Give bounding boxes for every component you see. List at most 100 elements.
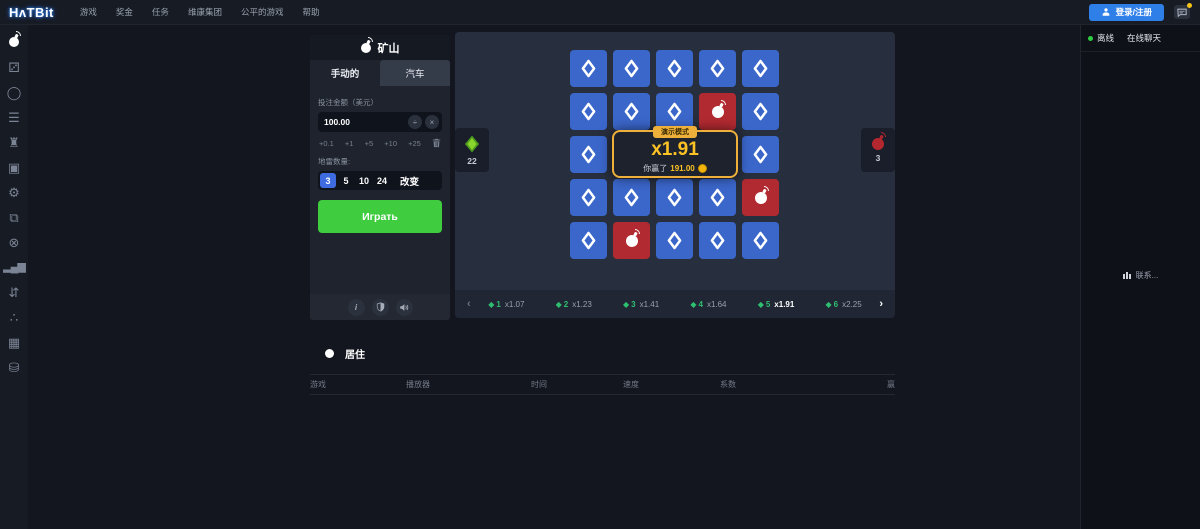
nav-item-任务[interactable]: 任务	[151, 7, 169, 17]
bets-title: 居住	[345, 349, 365, 361]
chat-tab-online[interactable]: 在线聊天	[1127, 33, 1162, 43]
quick-bet-+25[interactable]: +25	[408, 138, 421, 148]
sidebar-item-mines[interactable]	[3, 31, 25, 50]
nav-item-奖金[interactable]: 奖金	[115, 7, 133, 17]
quick-bet-row: +0.1 +1 +5 +10 +25	[318, 138, 442, 148]
fairness-shield-icon[interactable]	[371, 298, 389, 316]
bombs-left-count: 3	[875, 152, 881, 163]
step-number: 1	[496, 299, 501, 309]
tile-r1c1[interactable]	[570, 50, 607, 87]
bet-amount-label: 投注金额（美元）	[318, 98, 378, 107]
login-register-button[interactable]: 登录/注册	[1088, 3, 1164, 21]
tile-r2c4[interactable]	[699, 93, 736, 130]
mines-option-5[interactable]: 5	[338, 173, 354, 188]
tab-auto[interactable]: 汽车	[380, 60, 450, 86]
chat-header: 离线 在线聊天	[1081, 25, 1200, 52]
tile-r1c2[interactable]	[613, 50, 650, 87]
quick-bet-+5[interactable]: +5	[364, 138, 374, 148]
coin-icon	[697, 163, 707, 173]
step-number: 2	[563, 299, 569, 309]
bets-column-时间: 时间	[531, 380, 547, 389]
clear-bet-button[interactable]	[432, 138, 441, 148]
logo[interactable]: HᴧTBit	[9, 4, 54, 20]
slots-icon: ▣	[7, 159, 21, 175]
burger-icon: ☰	[8, 109, 20, 125]
info-icon[interactable]: i	[347, 298, 365, 316]
tile-r4c4[interactable]	[699, 179, 736, 216]
tile-r5c1[interactable]	[570, 222, 607, 259]
tile-r1c5[interactable]	[742, 50, 779, 87]
mines-option-10[interactable]: 10	[356, 173, 372, 188]
mines-option-24[interactable]: 24	[374, 173, 390, 188]
game-controls-panel: 矿山 手动的 汽车 投注金额（美元） ÷ × +0.1 +1 +5 +10 +25 地雷…	[310, 35, 450, 320]
sidebar-item-chest[interactable]: ▦	[3, 334, 25, 350]
tile-r4c3[interactable]	[656, 179, 693, 216]
tile-r4c1[interactable]	[570, 179, 607, 216]
multipliers-next-button[interactable]: ›	[879, 298, 883, 310]
sidebar-item-gear[interactable]: ⚙	[3, 184, 25, 200]
step-number: 5	[765, 299, 771, 309]
chat-status-label: 离线	[1097, 33, 1115, 43]
bomb-icon	[872, 131, 886, 150]
bet-half-button[interactable]: ÷	[408, 115, 422, 129]
diamond-icon	[753, 231, 768, 250]
tile-r4c5[interactable]	[742, 179, 779, 216]
nav-item-维康集团[interactable]: 维康集团	[187, 7, 222, 17]
sidebar-item-cards[interactable]: ⧉	[3, 209, 25, 225]
sidebar-item-hilo[interactable]: ⇵	[3, 284, 25, 300]
sidebar-item-coins[interactable]: ⛁	[3, 359, 25, 375]
sidebar-item-dice[interactable]: ⚂	[3, 59, 25, 75]
bet-amount-input[interactable]	[324, 117, 405, 127]
quick-bet-+10[interactable]: +10	[384, 138, 397, 148]
chat-panel: 离线 在线聊天 联系...	[1080, 25, 1200, 529]
sidebar-item-tower[interactable]: ♜	[3, 134, 25, 150]
bomb-icon	[360, 36, 373, 53]
chat-status[interactable]: 离线	[1088, 32, 1114, 44]
tile-r2c5[interactable]	[742, 93, 779, 130]
sidebar-item-roulette[interactable]: ⊗	[3, 234, 25, 250]
coins-icon: ⛁	[8, 359, 20, 375]
tile-r4c2[interactable]	[613, 179, 650, 216]
sidebar-item-slots[interactable]: ▣	[3, 159, 25, 175]
sidebar-item-burger[interactable]: ☰	[3, 109, 25, 125]
mines-options-row: 3 5 10 24 改变	[318, 171, 442, 190]
dice-icon: ⚂	[8, 59, 20, 75]
bet-double-button[interactable]: ×	[425, 115, 439, 129]
tile-r3c1[interactable]	[570, 136, 607, 173]
diamonds-counter: 22	[455, 128, 489, 172]
contact-link[interactable]: 联系...	[1081, 270, 1200, 281]
step-number: 4	[698, 299, 703, 309]
bets-column-系数: 系数	[720, 380, 736, 389]
tile-r2c3[interactable]	[656, 93, 693, 130]
tile-r5c4[interactable]	[699, 222, 736, 259]
chat-toggle-icon[interactable]	[1174, 3, 1192, 19]
tab-manual[interactable]: 手动的	[310, 60, 380, 86]
tile-r5c3[interactable]	[656, 222, 693, 259]
sound-icon[interactable]	[395, 298, 413, 316]
tile-r2c2[interactable]	[613, 93, 650, 130]
nav-item-游戏[interactable]: 游戏	[79, 7, 97, 17]
tile-r2c1[interactable]	[570, 93, 607, 130]
diamond-icon: ◆	[757, 299, 764, 309]
sidebar-item-trading[interactable]: ▂▄▆	[3, 259, 26, 275]
multiplier-step-1: ◆ 1 x1.07	[488, 300, 524, 309]
tile-r3c5[interactable]	[742, 136, 779, 173]
nav-item-帮助[interactable]: 帮助	[302, 7, 320, 17]
diamond-icon: ◆	[622, 299, 630, 309]
multipliers-prev-button[interactable]: ‹	[467, 298, 471, 310]
diamond-icon: ◆	[555, 299, 562, 309]
play-button[interactable]: Играть	[318, 200, 442, 233]
quick-bet-+1[interactable]: +1	[344, 138, 354, 148]
tile-r1c4[interactable]	[699, 50, 736, 87]
tile-r1c3[interactable]	[656, 50, 693, 87]
sidebar-item-wheel[interactable]: ◯	[3, 84, 25, 100]
mines-change-button[interactable]: 改变	[400, 174, 419, 188]
tile-r5c5[interactable]	[742, 222, 779, 259]
bets-section: 居住 游戏 播放器 时间 速度 系数 赢	[310, 343, 895, 395]
sidebar-item-plinko[interactable]: ∴	[3, 309, 25, 325]
tile-r5c2[interactable]	[613, 222, 650, 259]
mines-option-3[interactable]: 3	[320, 173, 336, 188]
nav-item-公平的游戏[interactable]: 公平的游戏	[240, 7, 284, 17]
quick-bet-+0.1[interactable]: +0.1	[319, 138, 334, 148]
diamond-icon: ◆	[825, 299, 832, 309]
